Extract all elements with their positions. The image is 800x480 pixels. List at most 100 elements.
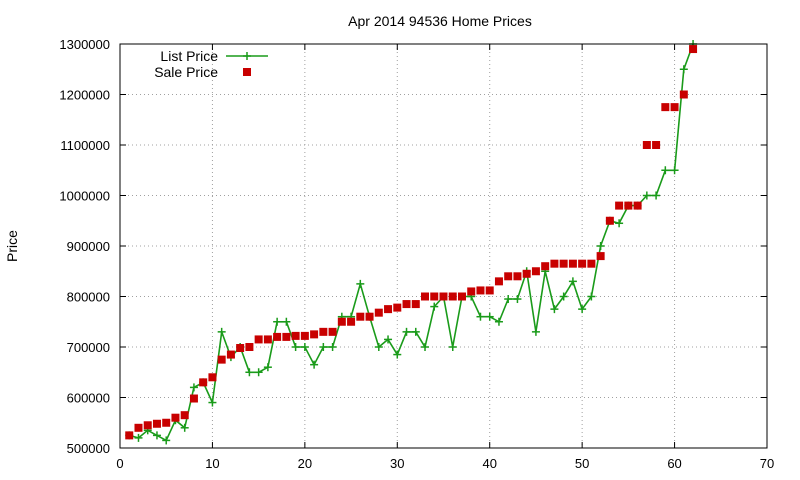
sale-price-point: [689, 45, 698, 54]
sale-price-point: [384, 305, 393, 314]
list-price-point: [134, 433, 143, 442]
list-price-point: [356, 279, 365, 288]
sale-price-point: [457, 292, 466, 301]
list-price-point: [652, 191, 661, 200]
list-price-point: [310, 360, 319, 369]
legend-list-price-marker: [243, 52, 251, 60]
list-price-point: [642, 191, 651, 200]
sale-price-point: [411, 300, 420, 309]
series-layer: [125, 40, 698, 445]
sale-price-point: [356, 312, 365, 321]
sale-price-point: [494, 277, 503, 286]
sale-price-point: [670, 103, 679, 112]
sale-price-point: [263, 335, 272, 344]
y-tick-label: 1000000: [59, 189, 110, 204]
sale-price-point: [522, 269, 531, 278]
y-tick-label: 1300000: [59, 37, 110, 52]
list-price-point: [291, 343, 300, 351]
plot-frame: [119, 43, 768, 449]
list-price-point: [430, 302, 439, 311]
sale-price-point: [365, 312, 374, 321]
list-price-point: [559, 292, 568, 301]
list-price-point: [273, 317, 282, 326]
y-tick-label: 800000: [67, 290, 110, 305]
legend-marks: [226, 52, 268, 76]
x-tick-label: 20: [298, 456, 312, 471]
sale-price-point: [337, 317, 346, 326]
x-tick-label: 70: [760, 456, 774, 471]
list-price-point: [550, 305, 559, 314]
list-price-point: [513, 295, 522, 304]
sale-price-point: [467, 287, 476, 296]
list-price-point: [402, 327, 411, 336]
sale-price-point: [439, 292, 448, 301]
sale-price-point: [476, 286, 485, 295]
sale-price-point: [226, 350, 235, 359]
sale-price-point: [171, 413, 180, 422]
sale-price-point: [180, 411, 189, 420]
sale-price-point: [541, 262, 550, 271]
list-price-point: [421, 343, 430, 351]
legend-label-sale-price: Sale Price: [154, 64, 218, 80]
sale-price-point: [624, 201, 633, 210]
list-price-point: [411, 327, 420, 336]
list-price-point: [679, 65, 688, 74]
sale-price-point: [134, 423, 143, 432]
sale-price-point: [485, 286, 494, 295]
list-price-point: [263, 363, 272, 372]
sale-price-point: [217, 355, 226, 364]
y-tick-label: 1100000: [60, 138, 110, 153]
sale-price-point: [245, 343, 254, 351]
sale-price-point: [236, 344, 245, 353]
sale-price-point: [282, 332, 291, 341]
legend-label-list-price: List Price: [160, 48, 218, 64]
list-price-point: [531, 327, 540, 336]
list-price-point: [670, 166, 679, 175]
sale-price-point: [421, 292, 430, 301]
sale-price-point: [661, 103, 670, 112]
sale-price-point: [568, 259, 577, 268]
list-price-point: [217, 327, 226, 336]
list-price-point: [208, 398, 217, 407]
sale-price-point: [291, 331, 300, 340]
y-tick-label: 700000: [67, 340, 110, 355]
x-tick-label: 30: [390, 456, 404, 471]
list-price-point: [596, 242, 605, 250]
list-price-point: [300, 343, 309, 351]
y-tick-label: 900000: [67, 239, 110, 254]
sale-price-point: [596, 252, 605, 261]
sale-price-point: [310, 330, 319, 339]
list-price-point: [245, 368, 254, 377]
sale-price-point: [125, 431, 134, 440]
y-tick-label: 1200000: [59, 88, 110, 103]
sale-price-point: [328, 327, 337, 336]
sale-price-point: [642, 141, 651, 149]
legend-sale-price-marker: [243, 68, 251, 76]
y-tick-label: 500000: [67, 441, 110, 456]
sale-price-point: [199, 378, 208, 387]
sale-price-point: [633, 201, 642, 210]
list-price-point: [254, 368, 263, 377]
list-price-point: [384, 335, 393, 344]
chart-title: Apr 2014 94536 Home Prices: [348, 13, 532, 29]
list-price-point: [328, 343, 337, 351]
list-price-point: [152, 431, 161, 440]
legend: List Price Sale Price: [154, 48, 268, 80]
grid-layer: [120, 44, 767, 448]
x-tick-label: 40: [482, 456, 496, 471]
list-price-point: [189, 383, 198, 392]
sale-price-point: [402, 300, 411, 309]
sale-price-point: [393, 303, 402, 312]
y-axis-label: Price: [4, 230, 20, 262]
list-price-point: [578, 305, 587, 314]
sale-price-point: [578, 259, 587, 268]
sale-price-point: [679, 90, 688, 99]
list-price-point: [587, 292, 596, 301]
list-price-point: [661, 166, 670, 175]
y-tick-label: 600000: [67, 391, 110, 406]
sale-price-point: [652, 141, 661, 149]
sale-price-point: [504, 272, 513, 281]
list-price-point: [374, 343, 383, 351]
list-price-point: [180, 423, 189, 432]
